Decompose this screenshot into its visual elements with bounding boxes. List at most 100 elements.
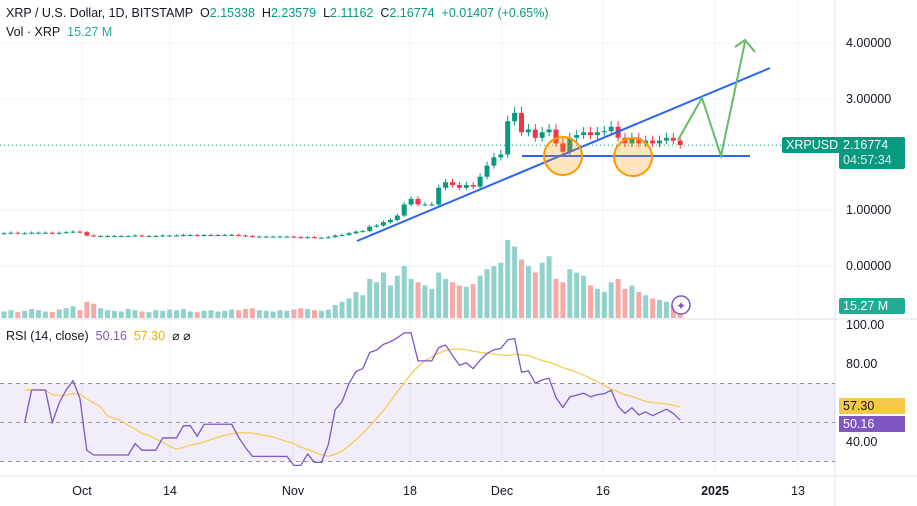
volume-bar — [615, 279, 621, 318]
candle-body — [505, 121, 511, 155]
candle-body — [298, 237, 304, 239]
candle-body — [346, 233, 352, 235]
candle-body — [249, 236, 255, 238]
volume-bar — [594, 288, 600, 318]
volume-bar — [484, 269, 490, 318]
volume-bar — [256, 310, 262, 318]
candle-body — [560, 143, 566, 152]
volume-bar — [332, 305, 338, 318]
candle-body — [111, 236, 117, 238]
volume-bar — [15, 312, 21, 318]
volume-bar — [77, 310, 83, 318]
candle-body — [594, 132, 600, 136]
candle-body — [387, 219, 393, 223]
trendline — [356, 67, 771, 242]
volume-bar — [56, 309, 62, 318]
rsi-tag: 50.16 — [839, 416, 905, 432]
volume-bar — [491, 266, 497, 318]
volume-bar — [443, 279, 449, 318]
volume-bar — [622, 288, 628, 318]
x-label: Oct — [72, 484, 92, 498]
volume-bar — [305, 308, 311, 318]
arrow-head-icon — [734, 38, 756, 53]
candle-body — [139, 235, 145, 237]
candle-body — [56, 232, 62, 234]
x-label: 16 — [596, 484, 610, 498]
volume-bar — [470, 284, 476, 318]
candle-body — [484, 165, 490, 177]
volume-bar — [429, 288, 435, 318]
candle-body — [236, 234, 242, 236]
volume-bar — [167, 309, 173, 318]
candle-body — [498, 154, 504, 158]
candle-body — [160, 235, 166, 237]
candle-body — [91, 235, 97, 237]
volume-bar — [243, 308, 248, 318]
countdown: 04:57:34 — [843, 153, 892, 167]
volume-legend: Vol · XRP 15.27 M — [6, 25, 113, 39]
candle-body — [270, 236, 276, 238]
volume-tag: 15.27 M — [839, 298, 905, 314]
volume-bar — [553, 279, 559, 318]
volume-bar — [346, 298, 352, 318]
volume-bar — [450, 282, 455, 318]
x-label: 2025 — [701, 484, 729, 498]
candle-body — [525, 129, 531, 133]
candle-body — [567, 137, 573, 152]
candle-body — [670, 137, 676, 141]
volume-bar — [519, 259, 524, 318]
sparkle-glyph: ✦ — [676, 299, 686, 313]
rsi-value: 50.16 — [95, 329, 127, 343]
candle-body — [146, 236, 152, 238]
last-price-tag: 2.16774 04:57:34 — [839, 137, 905, 169]
volume-bar — [650, 298, 656, 318]
candle-body — [332, 235, 338, 238]
volume-bar — [125, 308, 131, 318]
volume-bar — [415, 282, 421, 318]
candle-body — [318, 237, 324, 239]
volume-bar — [505, 240, 511, 318]
volume-bar — [29, 308, 35, 318]
candle-body — [450, 182, 455, 186]
volume-bar — [463, 286, 469, 318]
x-label: Dec — [490, 484, 514, 498]
volume-bar — [249, 308, 255, 318]
volume-bar — [367, 279, 373, 318]
candle-body — [574, 135, 580, 138]
rsi-settings-icons[interactable]: ⌀ ⌀ — [172, 329, 191, 343]
candle-body — [629, 137, 635, 144]
candle-body — [470, 185, 476, 187]
candle-body — [263, 236, 269, 238]
candle-body — [125, 236, 131, 238]
volume-bar — [353, 292, 359, 318]
volume-bar — [132, 310, 138, 318]
candle-body — [42, 232, 48, 234]
candle-body — [222, 234, 228, 236]
candle-body — [70, 231, 76, 233]
candle-body — [305, 237, 311, 239]
volume-bar — [525, 266, 531, 318]
ohlc-legend: XRP / U.S. Dollar, 1D, BITSTAMP O2.15338… — [6, 6, 549, 20]
volume-bar — [408, 279, 414, 318]
volume-bar — [567, 269, 573, 318]
candle-body — [422, 204, 428, 206]
volume-bar — [180, 308, 186, 318]
highlight-circle — [613, 137, 653, 177]
volume-bar — [663, 301, 669, 318]
volume-bar — [539, 262, 545, 318]
volume-bar — [187, 311, 193, 318]
volume-bar — [643, 295, 649, 318]
volume-bar — [215, 311, 221, 318]
rsi-axis-label: 80.00 — [846, 357, 878, 371]
ai-sparkle-icon[interactable] — [671, 295, 691, 315]
candle-body — [105, 236, 110, 238]
volume-bar — [298, 308, 304, 318]
candle-body — [394, 215, 400, 220]
price-label: 1.00000 — [846, 203, 892, 217]
candle-body — [588, 132, 593, 136]
candle-body — [194, 234, 200, 236]
candle-body — [312, 237, 317, 239]
candle-body — [153, 236, 159, 238]
rsi-axis-label: 100.00 — [846, 318, 885, 332]
